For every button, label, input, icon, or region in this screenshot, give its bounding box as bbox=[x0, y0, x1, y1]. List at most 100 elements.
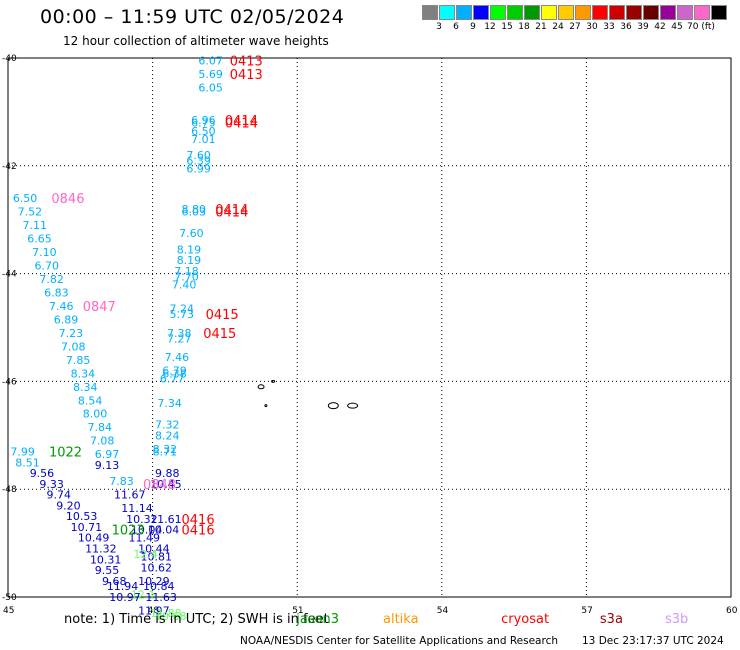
color-scale-swatch bbox=[456, 5, 472, 20]
pass-time-label: 0415 bbox=[206, 308, 239, 323]
wave-height-value: 8.00 bbox=[83, 408, 108, 421]
wave-height-value: 6.83 bbox=[44, 286, 69, 299]
wave-height-value: 8.51 bbox=[15, 456, 40, 469]
wave-height-value: 9.55 bbox=[95, 564, 120, 577]
pass-time-label: 0416 bbox=[182, 524, 215, 539]
pass-time-label: 0848 bbox=[143, 478, 176, 493]
wave-height-value: 11.61 bbox=[150, 513, 182, 526]
wave-height-value: 7.85 bbox=[66, 354, 91, 367]
wave-height-value: 9.20 bbox=[56, 499, 80, 512]
mission-cryosat: cryosat bbox=[501, 612, 550, 627]
wave-height-value: 6.50 bbox=[13, 192, 38, 205]
wave-height-value: 9.68 bbox=[102, 575, 127, 588]
wave-height-value: 8.24 bbox=[155, 429, 180, 442]
wave-height-value: 10.97 bbox=[109, 591, 141, 604]
color-scale-label: 24 bbox=[552, 22, 564, 32]
lon-tick-label: 51 bbox=[292, 606, 303, 616]
island-outline bbox=[257, 384, 265, 390]
color-scale-label: 70 (ft) bbox=[687, 22, 715, 32]
lon-tick-label: 48 bbox=[148, 606, 160, 616]
wave-height-value: 10.45 bbox=[150, 478, 182, 491]
wave-height-value: 6.50 bbox=[191, 125, 216, 138]
lat-tick-label: -42 bbox=[2, 162, 17, 172]
wave-height-value: 11.88 bbox=[150, 607, 182, 620]
wave-height-value: 11.14 bbox=[121, 502, 152, 515]
island-outline bbox=[271, 379, 276, 383]
wave-height-value: 11.49 bbox=[129, 532, 161, 545]
wave-height-value: 8.32 bbox=[153, 443, 178, 456]
wave-height-value: 7.52 bbox=[18, 206, 43, 219]
pass-time-label: 0416 bbox=[182, 513, 215, 528]
pass-time-label: 1022 bbox=[49, 445, 82, 460]
wave-height-value: 10.53 bbox=[66, 510, 98, 523]
wave-height-value: 10.62 bbox=[141, 561, 173, 574]
color-scale-swatch bbox=[609, 5, 625, 20]
pass-time-label: 0413 bbox=[230, 55, 263, 70]
lon-tick-label: 60 bbox=[726, 606, 738, 616]
pass-time-label: 1023 bbox=[112, 524, 145, 539]
color-scale-label: 36 bbox=[620, 22, 632, 32]
wave-height-value: 10.84 bbox=[143, 580, 175, 593]
mission-s3b: s3b bbox=[664, 612, 689, 627]
wave-height-value: 7.08 bbox=[90, 435, 115, 448]
lon-tick-label: 57 bbox=[581, 606, 592, 616]
wave-height-value: 11.94 bbox=[107, 580, 139, 593]
color-scale-label: 45 bbox=[671, 22, 683, 32]
color-scale-swatch bbox=[541, 5, 557, 20]
lat-tick-label: -48 bbox=[2, 485, 17, 495]
wave-height-value: 8.34 bbox=[73, 381, 98, 394]
lon-tick-label: 54 bbox=[437, 606, 449, 616]
wave-height-value: 10.29 bbox=[138, 575, 170, 588]
wave-height-value: 5.69 bbox=[198, 68, 223, 81]
color-scale-swatch bbox=[422, 5, 438, 20]
wave-height-value: 6.65 bbox=[27, 233, 51, 246]
note-text: note: 1) Time is in UTC; 2) SWH is in fe… bbox=[64, 612, 329, 627]
wave-height-value: 7.60 bbox=[179, 227, 204, 240]
pass-time-label: 0414 bbox=[225, 117, 258, 132]
color-scale-label: 15 bbox=[501, 22, 513, 32]
wave-height-value: 10.04 bbox=[148, 524, 180, 537]
color-scale-swatch bbox=[711, 5, 727, 20]
map-frame bbox=[7, 57, 732, 598]
wave-height-value: 6.39 bbox=[186, 154, 211, 167]
wave-height-value: 12.4 bbox=[133, 548, 158, 561]
color-scale-swatch bbox=[439, 5, 455, 20]
color-scale-swatch bbox=[626, 5, 642, 20]
island-outline bbox=[327, 402, 339, 410]
wave-height-value: 6.97 bbox=[95, 448, 120, 461]
wave-height-value: 5.73 bbox=[169, 308, 194, 321]
wave-height-value: 11.32 bbox=[85, 542, 117, 555]
lat-tick-label: -50 bbox=[2, 593, 17, 603]
color-scale-swatch bbox=[592, 5, 608, 20]
lon-tick-label: 45 bbox=[3, 606, 14, 616]
wave-height-value: 10.49 bbox=[78, 532, 110, 545]
wave-height-value: 6.05 bbox=[198, 82, 223, 95]
wave-height-value: 7.01 bbox=[191, 133, 216, 146]
color-scale-swatch bbox=[558, 5, 574, 20]
wave-height-value: 7.10 bbox=[32, 246, 57, 259]
mission-jason3: jason3 bbox=[296, 612, 340, 627]
footer-timestamp: 13 Dec 23:17:37 UTC 2024 bbox=[582, 635, 724, 647]
footer-credit: NOAA/NESDIS Center for Satellite Applica… bbox=[240, 635, 558, 647]
color-scale-swatch bbox=[490, 5, 506, 20]
wave-height-value: 10.32 bbox=[126, 513, 158, 526]
wave-height-value: 7.38 bbox=[167, 327, 192, 340]
wave-height-value: 9.74 bbox=[47, 489, 71, 502]
pass-time-label: 0413 bbox=[230, 68, 263, 83]
wave-height-value: 8.34 bbox=[71, 367, 96, 380]
page-title: 00:00 – 11:59 UTC 02/05/2024 bbox=[40, 6, 345, 28]
wave-height-value: 6.89 bbox=[54, 313, 79, 326]
color-scale-swatch bbox=[575, 5, 591, 20]
wave-height-value: 9.33 bbox=[39, 478, 64, 491]
color-scale-swatch bbox=[507, 5, 523, 20]
color-scale-swatch bbox=[643, 5, 659, 20]
wave-height-value: 7.18 bbox=[174, 265, 199, 278]
wave-height-value: 7.11 bbox=[22, 219, 47, 232]
color-scale-label: 9 bbox=[470, 22, 476, 32]
wave-height-value: 12.1 bbox=[131, 588, 156, 601]
wave-height-value: 7.99 bbox=[10, 445, 35, 458]
wave-height-value: 10.04 bbox=[131, 524, 163, 537]
pass-time-label: 0414 bbox=[215, 203, 248, 218]
wave-height-value: 10.81 bbox=[141, 551, 173, 564]
